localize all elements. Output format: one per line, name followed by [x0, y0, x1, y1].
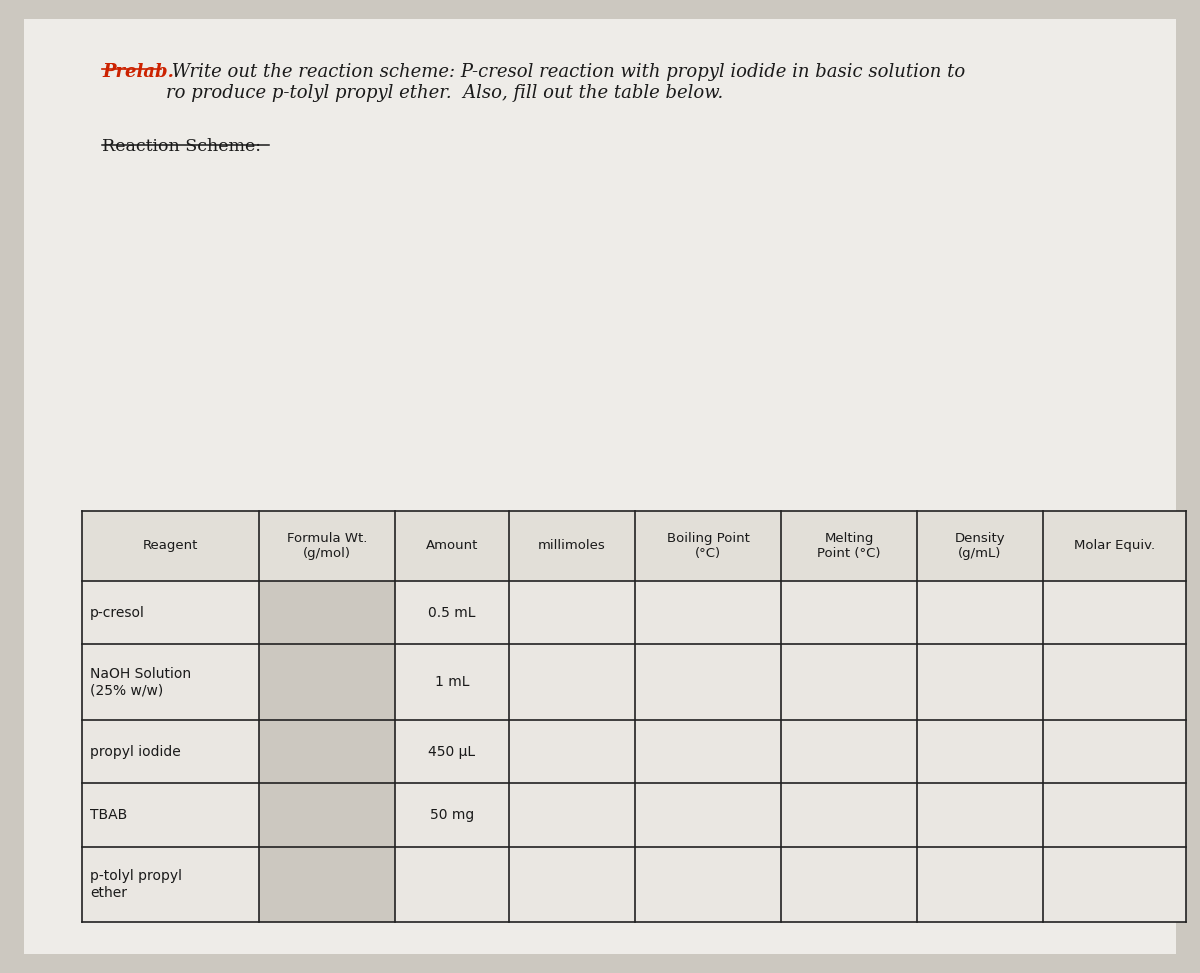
Text: p-tolyl propyl
ether: p-tolyl propyl ether	[90, 869, 182, 900]
Text: 0.5 mL: 0.5 mL	[428, 605, 475, 620]
Text: 1 mL: 1 mL	[434, 675, 469, 689]
Text: Amount: Amount	[426, 539, 478, 553]
Text: Write out the reaction scheme: P-cresol reaction with propyl iodide in basic sol: Write out the reaction scheme: P-cresol …	[166, 63, 965, 102]
Text: Prelab.: Prelab.	[102, 63, 174, 81]
Text: propyl iodide: propyl iodide	[90, 744, 181, 759]
Text: TBAB: TBAB	[90, 808, 127, 822]
Text: NaOH Solution
(25% w/w): NaOH Solution (25% w/w)	[90, 667, 191, 698]
Text: Reaction Scheme:: Reaction Scheme:	[102, 138, 262, 155]
Text: 50 mg: 50 mg	[430, 808, 474, 822]
Text: Molar Equiv.: Molar Equiv.	[1074, 539, 1154, 553]
Text: p-cresol: p-cresol	[90, 605, 145, 620]
Text: Density
(g/mL): Density (g/mL)	[954, 532, 1006, 559]
Text: Reagent: Reagent	[143, 539, 198, 553]
Text: Boiling Point
(°C): Boiling Point (°C)	[666, 532, 750, 559]
Text: millimoles: millimoles	[538, 539, 606, 553]
Text: 450 μL: 450 μL	[428, 744, 475, 759]
Text: Formula Wt.
(g/mol): Formula Wt. (g/mol)	[287, 532, 367, 559]
Text: Melting
Point (°C): Melting Point (°C)	[817, 532, 881, 559]
